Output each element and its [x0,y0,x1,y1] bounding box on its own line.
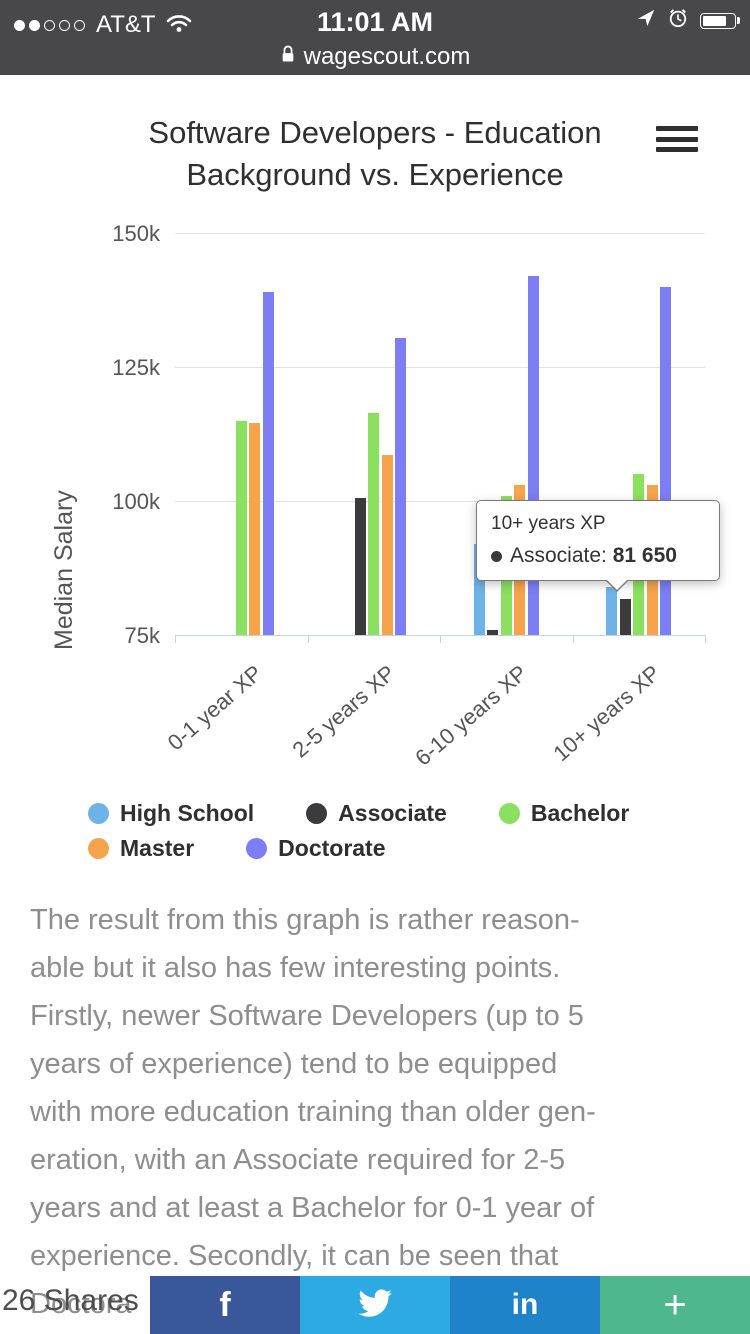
article-text: The result from this graph is rather rea… [30,896,738,1328]
battery-icon [700,12,740,29]
share-bar: f in + [150,1276,750,1334]
legend-item-associate[interactable]: Associate [306,800,447,827]
legend-label: Bachelor [530,800,630,826]
legend-dot-doctorate [246,838,268,859]
linkedin-icon: in [511,1288,539,1321]
bar-master-0-1-year-xp[interactable] [249,423,260,635]
article-line: with more education training than older … [30,1096,596,1128]
chart-menu-button[interactable] [656,126,698,156]
bar-associate-10-years-xp[interactable] [619,599,631,635]
bar-bachelor-0-1-year-xp[interactable] [235,420,247,635]
url-bar[interactable]: wagescout.com [0,42,750,72]
tooltip-series-dot [491,550,502,562]
legend-label: Doctorate [278,835,386,861]
y-axis-title: Median Salary [50,490,78,650]
tooltip-series-label: Associate: [510,544,607,567]
y-tick-label: 150k [112,221,160,246]
wifi-icon [166,13,192,38]
clock-time: 11:01 AM [316,7,434,37]
tooltip-title: 10+ years XP [491,513,606,534]
bar-associate-2-5-years-xp[interactable] [354,498,366,635]
url-text: wagescout.com [303,43,471,70]
salary-bar-chart: Median Salary 75k 100k 125k 150k 0-1 year X… [0,200,750,800]
bar-doctorate-2-5-years-xp[interactable] [395,337,406,635]
article-line: eration, with an Associate required for … [30,1144,566,1176]
facebook-share-button[interactable]: f [150,1276,300,1334]
article-line: years of experience) tend to be equipped [30,1048,558,1080]
chart-legend: High School Associate Bachelor Master Doctor… [88,800,629,870]
page-title: Software Developers - Education Backgrou… [148,115,602,192]
legend-dot-bachelor [498,803,520,824]
bar-doctorate-6-10-years-xp[interactable] [527,275,539,635]
bar-associate-6-10-years-xp[interactable] [487,629,498,635]
gridline [175,367,705,368]
plus-icon: + [663,1283,687,1327]
addtoany-share-button[interactable]: + [600,1276,750,1334]
article-line: Doctora [30,1288,132,1320]
x-axis-tick [175,635,176,643]
legend-item-high-school[interactable]: High School [88,800,254,827]
bar-doctorate-0-1-year-xp[interactable] [262,291,274,635]
legend-dot-associate [306,803,328,824]
bar-high-school-6-10-years-xp[interactable] [473,543,485,635]
location-arrow-icon [636,8,656,33]
article-line: able but it also has few interesting poi… [30,952,561,984]
twitter-bird-icon [358,1289,392,1322]
signal-strength-icon [14,19,85,31]
x-axis-tick [705,635,706,643]
facebook-icon: f [219,1285,231,1324]
linkedin-share-button[interactable]: in [450,1276,600,1334]
y-tick-label: 100k [112,489,160,514]
x-axis-tick [572,635,574,643]
bar-master-2-5-years-xp[interactable] [381,455,393,635]
twitter-share-button[interactable] [300,1276,450,1334]
legend-label: Master [120,835,195,861]
legend-label: High School [120,800,255,826]
gridline [175,233,705,234]
x-axis-tick [307,635,309,643]
legend-dot-master [88,838,109,859]
bar-doctorate-10-years-xp[interactable] [660,286,671,635]
legend-item-doctorate[interactable]: Doctorate [246,835,386,862]
bar-high-school-10-years-xp[interactable] [606,586,617,635]
gridline [175,501,705,502]
tooltip-value-row: Associate: 81 650 [491,544,705,568]
y-tick-label: 125k [112,355,160,380]
bar-bachelor-2-5-years-xp[interactable] [368,412,379,635]
y-tick-label: 75k [124,623,160,648]
lock-icon [280,43,296,71]
article-line: years and at least a Bachelor for 0-1 ye… [30,1192,595,1224]
legend-item-bachelor[interactable]: Bachelor [498,800,630,827]
article-line: experience. Secondly, it can be seen tha… [30,1240,559,1272]
chart-tooltip: 10+ years XP Associate: 81 650 [476,500,720,592]
article-line: Firstly, newer Software Developers (up t… [30,1000,584,1032]
share-count: 26 Shares [2,1284,139,1317]
tooltip-value: 81 650 [612,544,677,567]
legend-item-master[interactable]: Master [88,835,194,862]
article-line: The result from this graph is rather rea… [30,904,580,936]
x-axis-tick [440,635,441,643]
carrier-label: AT&T [96,11,156,38]
legend-dot-high-school [88,803,109,824]
legend-label: Associate [338,800,447,826]
alarm-clock-icon [668,8,688,33]
status-bar: AT&T 11:01 AM [0,0,750,75]
